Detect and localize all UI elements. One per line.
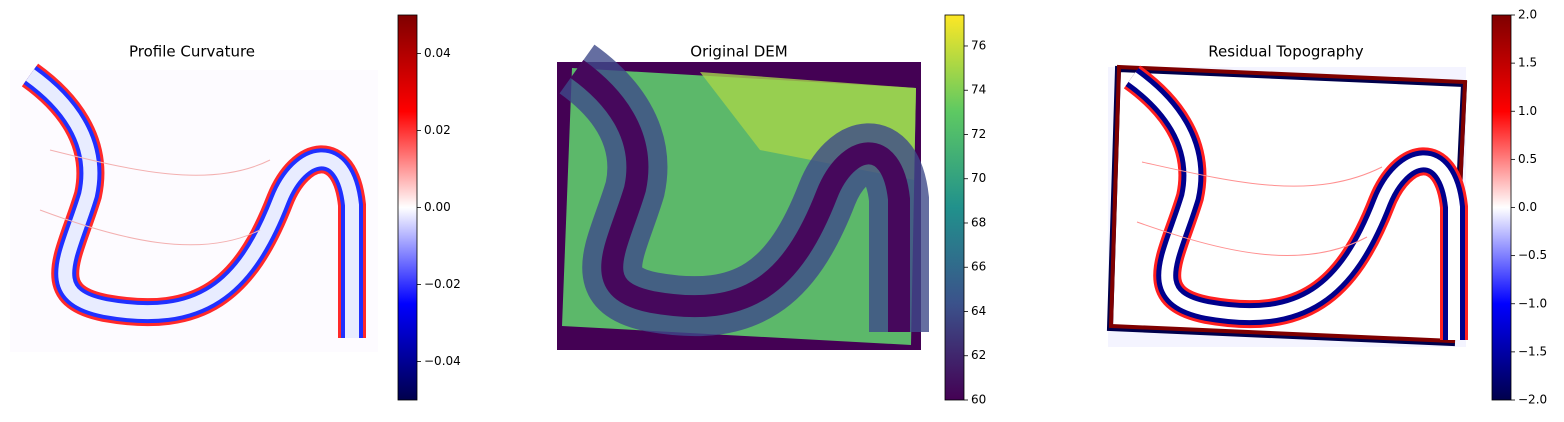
residual-image — [1106, 67, 1466, 347]
colorbar-tick-label: 0.04 — [424, 46, 451, 60]
colorbar — [1491, 14, 1512, 401]
colorbar-tick-label: 72 — [971, 127, 986, 141]
colorbar-tick-label: 66 — [971, 260, 986, 274]
colorbar-tick-label: −0.04 — [424, 354, 461, 368]
colorbar-tick-label: 68 — [971, 215, 986, 229]
panel-title: Profile Curvature — [129, 43, 255, 61]
colorbar-tick-label: 0.02 — [424, 123, 451, 137]
colorbar-tick-label: 60 — [971, 393, 986, 407]
colorbar-tick-label: −1.5 — [1518, 344, 1547, 358]
colorbar-tick-label: 0.00 — [424, 200, 451, 214]
colorbar-tick-label: −0.5 — [1518, 248, 1547, 262]
colorbar-tick-label: −1.0 — [1518, 296, 1547, 310]
curvature-image — [10, 70, 378, 352]
panel-title: Original DEM — [690, 43, 787, 61]
colorbar-tick-label: −0.02 — [424, 277, 461, 291]
colorbar-tick-label: 0.5 — [1518, 152, 1537, 166]
colorbar-tick-label: 1.0 — [1518, 104, 1537, 118]
colorbar-tick-label: 2.0 — [1518, 8, 1537, 22]
colorbar-tick-label: −2.0 — [1518, 393, 1547, 407]
panel-title: Residual Topography — [1208, 43, 1364, 61]
dem-image — [557, 62, 921, 350]
colorbar-tick-label: 64 — [971, 304, 986, 318]
colorbar-tick-label: 74 — [971, 83, 986, 97]
colorbar-tick-label: 70 — [971, 171, 986, 185]
colorbar-tick-label: 1.5 — [1518, 56, 1537, 70]
colorbar — [397, 14, 418, 401]
colorbar-tick-label: 62 — [971, 348, 986, 362]
colorbar — [944, 14, 965, 401]
colorbar-tick-label: 0.0 — [1518, 200, 1537, 214]
colorbar-tick-label: 76 — [971, 38, 986, 52]
